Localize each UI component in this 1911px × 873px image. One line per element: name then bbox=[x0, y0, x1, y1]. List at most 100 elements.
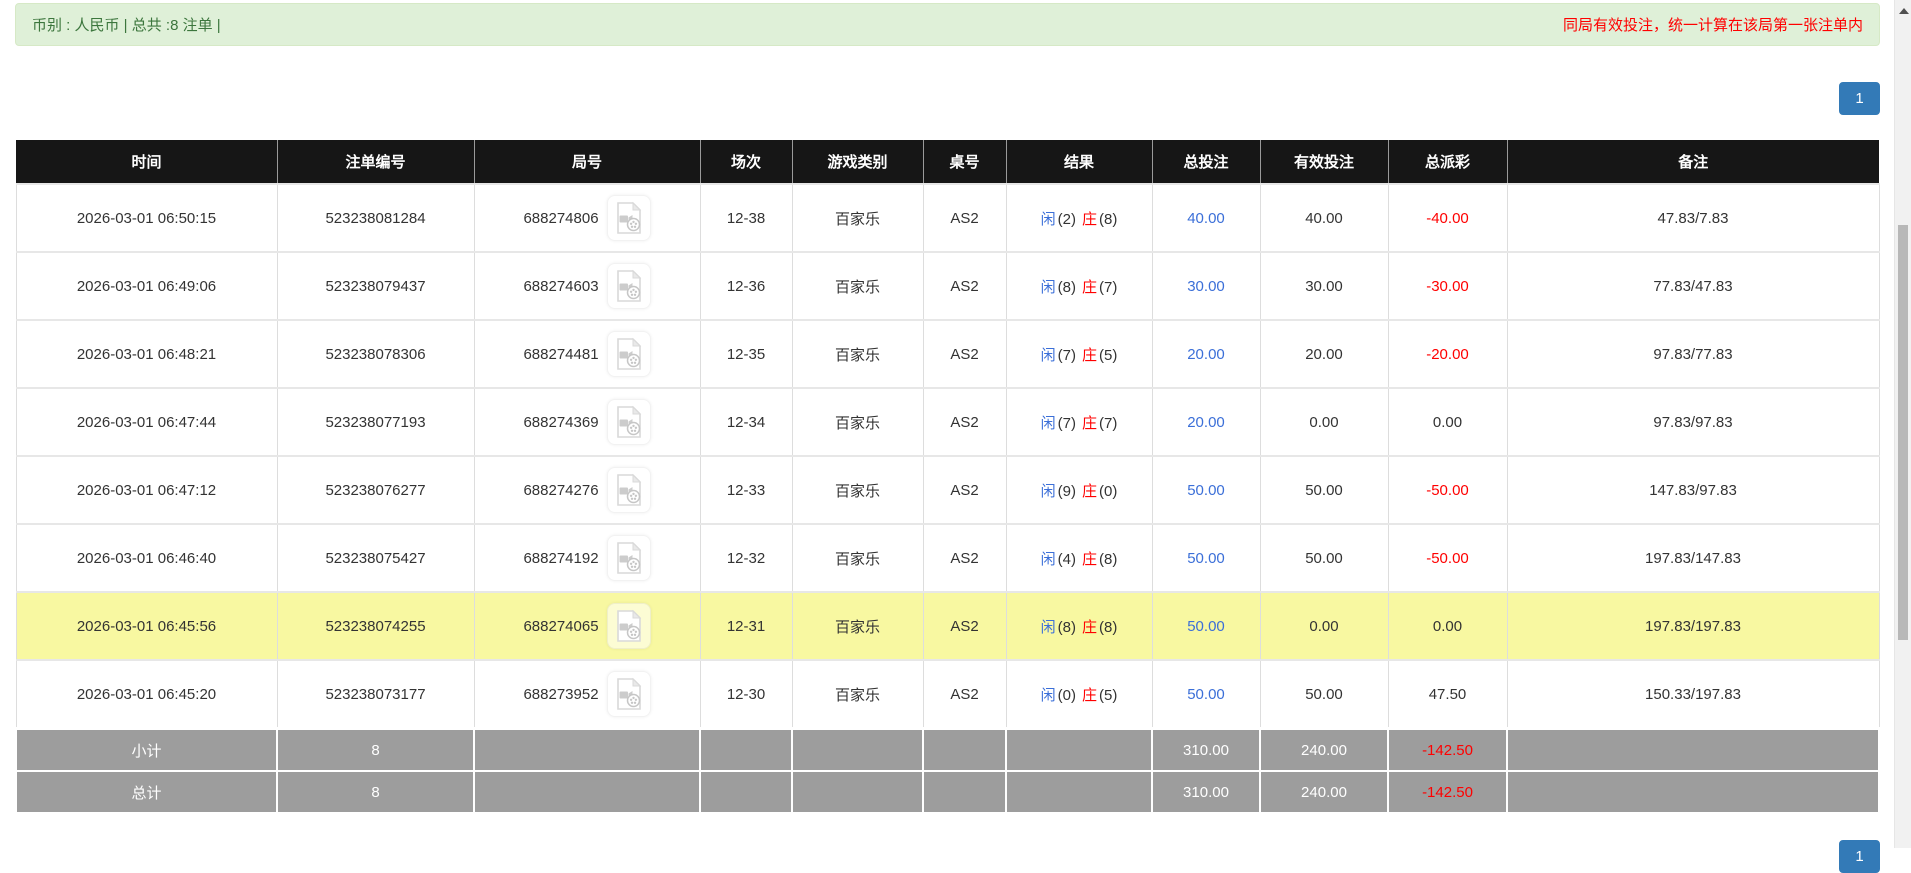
round-id: 688274603 bbox=[523, 277, 599, 295]
banker-score: (8) bbox=[1099, 618, 1118, 636]
valid-bet: 0.00 bbox=[1259, 591, 1389, 661]
total-bet-cell: 40.00 bbox=[1151, 183, 1261, 253]
subtotal-row: 小计 8 310.00 240.00 -142.50 bbox=[15, 727, 1880, 772]
remark: 150.33/197.83 bbox=[1506, 659, 1880, 729]
table-row: 2026-03-01 06:46:40 523238075427 6882741… bbox=[15, 523, 1880, 593]
total-bet-cell: 20.00 bbox=[1151, 319, 1261, 389]
col-header-bet-id: 注单编号 bbox=[276, 140, 474, 184]
total-bet-link[interactable]: 40.00 bbox=[1187, 209, 1225, 227]
remark: 97.83/77.83 bbox=[1506, 319, 1880, 389]
table-no: AS2 bbox=[922, 387, 1007, 457]
table-no: AS2 bbox=[922, 455, 1007, 525]
bet-id: 523238079437 bbox=[276, 251, 475, 321]
total-bet-link[interactable]: 50.00 bbox=[1187, 685, 1225, 703]
player-score: (2) bbox=[1057, 210, 1076, 228]
payout: 0.00 bbox=[1387, 591, 1508, 661]
banker-label: 庄 bbox=[1082, 686, 1098, 704]
vertical-scrollbar[interactable] bbox=[1894, 0, 1911, 848]
session: 12-38 bbox=[699, 183, 793, 253]
valid-bet: 50.00 bbox=[1259, 455, 1389, 525]
session: 12-33 bbox=[699, 455, 793, 525]
page-1-button-bottom[interactable]: 1 bbox=[1839, 840, 1880, 873]
scroll-up-arrow-icon[interactable] bbox=[1899, 8, 1909, 14]
scrollbar-thumb[interactable] bbox=[1898, 225, 1908, 640]
total-bet-link[interactable]: 50.00 bbox=[1187, 481, 1225, 499]
total-bet-cell: 50.00 bbox=[1151, 455, 1261, 525]
col-header-session: 场次 bbox=[699, 140, 792, 184]
bet-id: 523238078306 bbox=[276, 319, 475, 389]
game-type: 百家乐 bbox=[791, 319, 924, 389]
banker-score: (0) bbox=[1099, 482, 1118, 500]
col-header-result: 结果 bbox=[1005, 140, 1152, 184]
round-cell: 688274806 bbox=[473, 183, 701, 253]
payout: -20.00 bbox=[1387, 319, 1508, 389]
col-header-payout: 总派彩 bbox=[1387, 140, 1507, 184]
banker-label: 庄 bbox=[1082, 414, 1098, 432]
result: 闲 (7) 庄 (7) bbox=[1005, 387, 1153, 457]
round-cell: 688274481 bbox=[473, 319, 701, 389]
total-label: 总计 bbox=[15, 770, 278, 814]
table-header: 时间 注单编号 局号 场次 游戏类别 桌号 结果 总投注 有效投注 总派彩 备注 bbox=[15, 140, 1879, 184]
round-cell: 688274192 bbox=[473, 523, 701, 593]
video-replay-icon[interactable] bbox=[606, 535, 651, 581]
round-id: 688273952 bbox=[523, 685, 599, 703]
bet-id: 523238075427 bbox=[276, 523, 475, 593]
player-label: 闲 bbox=[1040, 210, 1056, 228]
bet-id: 523238073177 bbox=[276, 659, 475, 729]
video-replay-icon[interactable] bbox=[606, 671, 651, 717]
total-bet-link[interactable]: 20.00 bbox=[1187, 345, 1225, 363]
bet-id: 523238074255 bbox=[276, 591, 475, 661]
player-score: (8) bbox=[1057, 278, 1076, 296]
col-header-round-id: 局号 bbox=[473, 140, 700, 184]
game-type: 百家乐 bbox=[791, 183, 924, 253]
remark: 197.83/147.83 bbox=[1506, 523, 1880, 593]
remark: 147.83/97.83 bbox=[1506, 455, 1880, 525]
bet-time: 2026-03-01 06:46:40 bbox=[15, 523, 278, 593]
total-bet-link[interactable]: 50.00 bbox=[1187, 549, 1225, 567]
round-id: 688274192 bbox=[523, 549, 599, 567]
video-replay-icon[interactable] bbox=[606, 195, 651, 241]
video-replay-icon[interactable] bbox=[606, 331, 651, 377]
total-bet-cell: 50.00 bbox=[1151, 591, 1261, 661]
total-count: 8 bbox=[276, 770, 475, 814]
valid-bet: 30.00 bbox=[1259, 251, 1389, 321]
game-type: 百家乐 bbox=[791, 523, 924, 593]
payout: -50.00 bbox=[1387, 523, 1508, 593]
payout: 47.50 bbox=[1387, 659, 1508, 729]
banker-label: 庄 bbox=[1082, 550, 1098, 568]
bet-time: 2026-03-01 06:45:56 bbox=[15, 591, 278, 661]
banker-score: (8) bbox=[1099, 550, 1118, 568]
player-score: (7) bbox=[1057, 414, 1076, 432]
summary-bar: 币别 : 人民币 | 总共 :8 注单 | 同局有效投注，统一计算在该局第一张注… bbox=[15, 3, 1880, 46]
table-row: 2026-03-01 06:47:12 523238076277 6882742… bbox=[15, 455, 1880, 525]
player-score: (4) bbox=[1057, 550, 1076, 568]
table-no: AS2 bbox=[922, 183, 1007, 253]
session: 12-34 bbox=[699, 387, 793, 457]
total-bet-cell: 50.00 bbox=[1151, 523, 1261, 593]
session: 12-32 bbox=[699, 523, 793, 593]
page-1-button[interactable]: 1 bbox=[1839, 82, 1880, 115]
page-content: 币别 : 人民币 | 总共 :8 注单 | 同局有效投注，统一计算在该局第一张注… bbox=[15, 0, 1880, 873]
video-replay-icon[interactable] bbox=[606, 399, 651, 445]
video-replay-icon[interactable] bbox=[606, 603, 651, 649]
total-bet-link[interactable]: 30.00 bbox=[1187, 277, 1225, 295]
payout: -40.00 bbox=[1387, 183, 1508, 253]
table-row: 2026-03-01 06:47:44 523238077193 6882743… bbox=[15, 387, 1880, 457]
total-bet-link[interactable]: 50.00 bbox=[1187, 617, 1225, 635]
bet-time: 2026-03-01 06:47:12 bbox=[15, 455, 278, 525]
bet-time: 2026-03-01 06:49:06 bbox=[15, 251, 278, 321]
player-score: (9) bbox=[1057, 482, 1076, 500]
bet-id: 523238076277 bbox=[276, 455, 475, 525]
banker-label: 庄 bbox=[1082, 618, 1098, 636]
valid-bet: 50.00 bbox=[1259, 659, 1389, 729]
video-replay-icon[interactable] bbox=[606, 467, 651, 513]
total-total-bet: 310.00 bbox=[1151, 770, 1261, 814]
total-bet-cell: 30.00 bbox=[1151, 251, 1261, 321]
result: 闲 (2) 庄 (8) bbox=[1005, 183, 1153, 253]
bet-time: 2026-03-01 06:45:20 bbox=[15, 659, 278, 729]
total-bet-link[interactable]: 20.00 bbox=[1187, 413, 1225, 431]
round-cell: 688273952 bbox=[473, 659, 701, 729]
table-row: 2026-03-01 06:48:21 523238078306 6882744… bbox=[15, 319, 1880, 389]
round-id: 688274065 bbox=[523, 617, 599, 635]
video-replay-icon[interactable] bbox=[606, 263, 651, 309]
